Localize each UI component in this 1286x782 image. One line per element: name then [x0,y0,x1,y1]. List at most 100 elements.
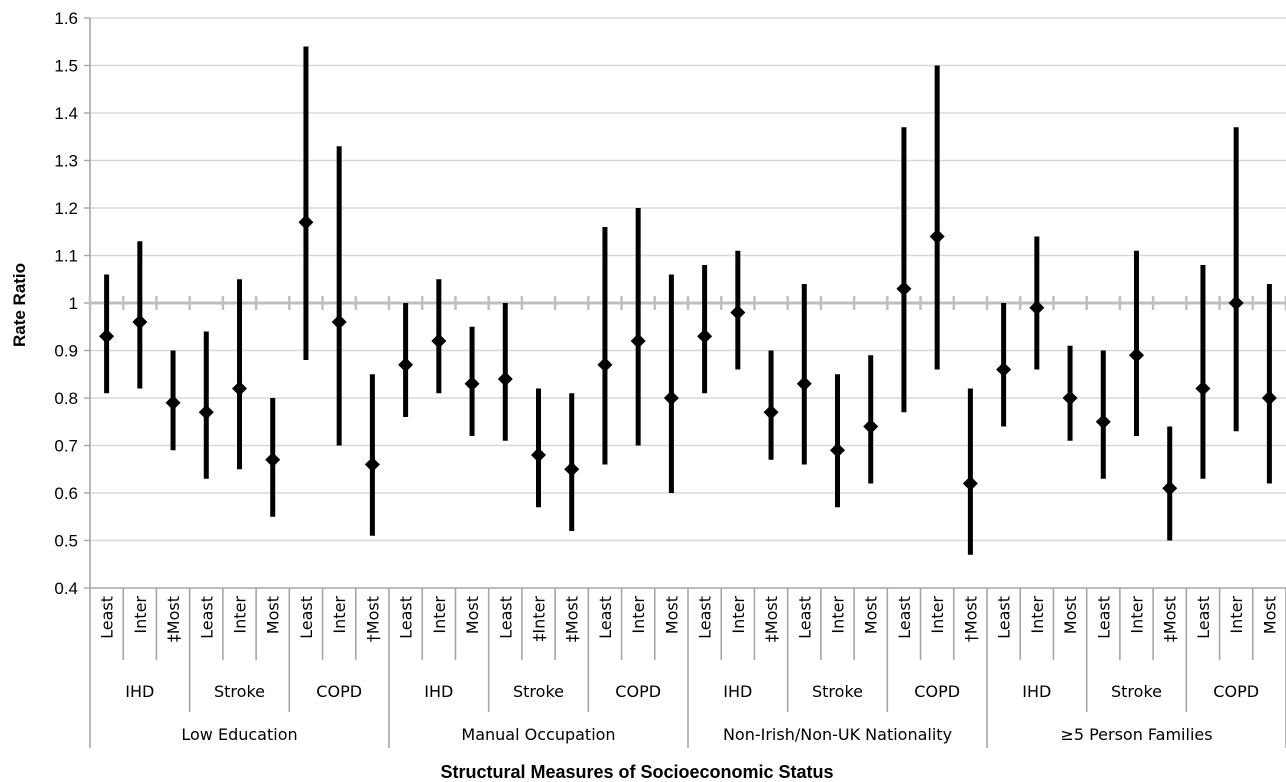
point-marker [1129,347,1144,363]
y-tick-label: 0.7 [54,437,78,456]
point-marker [464,376,480,392]
y-tick-label: 1 [69,294,78,313]
category-label: Inter [131,596,150,634]
category-label: †Most [961,596,980,642]
point-marker [431,333,447,349]
category-label: Least [197,596,216,639]
point-marker [99,328,115,344]
subgroup-label: Stroke [214,682,265,701]
category-label: ‡Most [563,596,582,642]
point-marker [830,442,845,458]
point-marker [232,381,247,396]
category-label: Inter [231,596,250,634]
subgroup-label: IHD [723,682,752,701]
category-label: Most [463,596,482,634]
subgroup-label: COPD [316,682,362,701]
group-label: Manual Occupation [461,725,615,744]
point-marker [1062,390,1078,406]
y-tick-label: 0.9 [54,342,78,361]
point-marker [132,314,148,330]
point-marker [298,214,314,230]
category-label: Least [98,596,117,639]
category-label: Inter [330,596,349,634]
point-marker [165,395,181,411]
point-marker [1195,381,1211,396]
point-marker [1261,390,1277,406]
category-label: Most [264,596,283,634]
category-label: Least [696,596,715,639]
point-marker [863,419,879,434]
category-label: ‡Most [164,596,183,642]
category-label: Most [662,596,681,634]
point-marker [597,357,613,373]
point-marker [763,404,779,420]
category-label: Least [895,596,914,639]
point-marker [996,362,1012,377]
category-label: Least [596,596,615,639]
category-label: Inter [829,596,848,634]
group-label: ≥5 Person Families [1060,725,1212,744]
category-label: Most [1061,596,1080,634]
y-tick-label: 1.3 [54,152,78,171]
category-label: Least [496,596,515,639]
group-label: Non-Irish/Non-UK Nationality [723,725,952,744]
y-axis-title: Rate Ratio [10,263,29,347]
point-marker [929,229,945,244]
category-label: Least [397,596,416,639]
subgroup-label: IHD [1022,682,1051,701]
y-tick-label: 0.4 [54,579,78,598]
subgroup-label: Stroke [812,682,863,701]
reference-line-layer [88,296,1286,310]
subgroup-label: IHD [125,682,154,701]
point-marker [796,376,812,392]
category-label: Inter [928,596,947,634]
point-marker [564,461,580,477]
y-tick-label: 0.8 [54,389,78,408]
point-marker [697,328,713,344]
x-axis-title: Structural Measures of Socioeconomic Sta… [440,762,833,782]
point-marker [398,357,414,373]
point-marker [331,314,347,330]
category-label: Least [297,596,316,639]
point-marker [630,333,646,349]
category-label: ‡Most [762,596,781,642]
point-marker [962,476,978,491]
category-label: ‡Inter [530,596,549,642]
point-marker [531,447,546,463]
group-label: Low Education [181,725,297,744]
y-tick-label: 1.6 [54,9,78,28]
point-marker [1228,295,1244,311]
category-label: Most [1260,596,1279,634]
point-marker [1095,414,1111,430]
label-layer: 0.4 0.5 0.6 0.7 0.8 0.9 1 1.1 1.2 1.3 1.4 1.5 1.6 Lea… [54,9,1279,744]
category-label: ‡Most [1161,596,1180,642]
category-label: Least [795,596,814,639]
category-label: Least [1094,596,1113,639]
point-marker [896,281,912,297]
category-label: Inter [729,596,748,634]
subgroup-label: Stroke [513,682,564,701]
y-tick-label: 1.1 [54,247,78,266]
category-label: Inter [1227,596,1246,634]
category-label: Most [862,596,881,634]
category-label: Inter [1028,596,1047,634]
point-marker [198,404,214,420]
subgroup-label: IHD [424,682,453,701]
category-label: †Most [363,596,382,642]
subgroup-label: COPD [1213,682,1259,701]
point-marker [1162,480,1178,496]
point-marker [1029,300,1045,316]
subgroup-label: COPD [914,682,960,701]
y-tick-label: 1.5 [54,57,78,76]
point-marker [730,305,746,320]
subgroup-label: Stroke [1111,682,1162,701]
point-marker [364,457,380,472]
category-label: Least [1194,596,1213,639]
category-label: Least [995,596,1014,639]
y-tick-label: 0.6 [54,484,78,503]
y-tick-label: 1.2 [54,199,78,218]
data-mark-layer [99,46,1277,555]
y-tick-label: 1.4 [54,104,78,123]
point-marker [497,371,513,387]
